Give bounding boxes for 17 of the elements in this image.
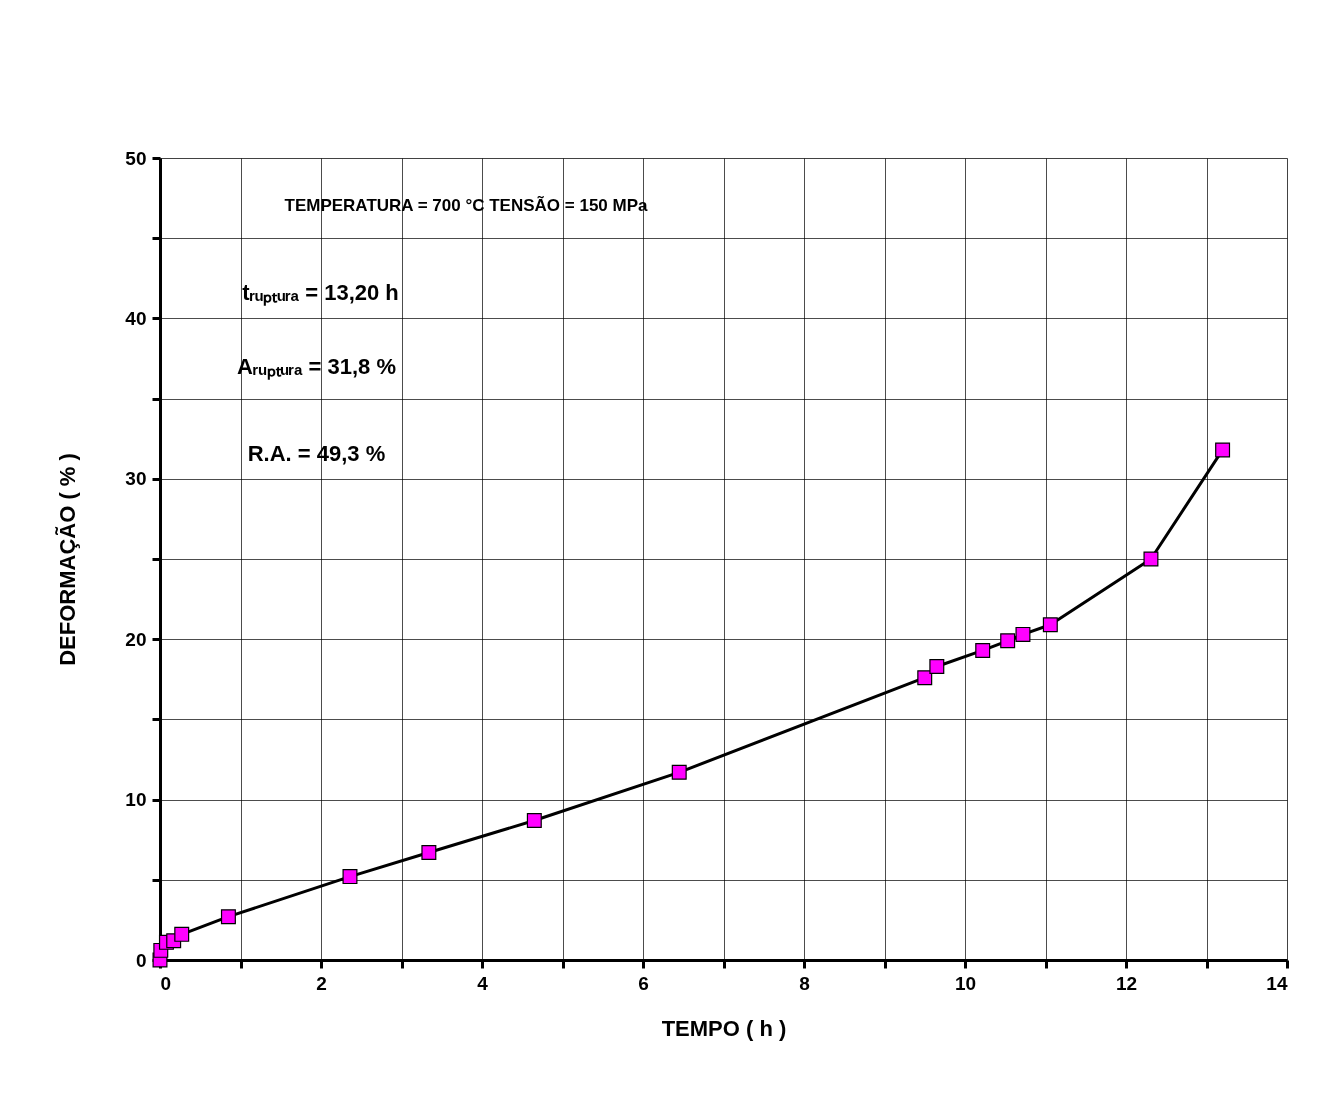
y-tick-label: 10 [125,789,147,811]
x-tick-label: 12 [1115,972,1138,994]
y-axis-title: DEFORMAÇÃO ( % ) [55,453,81,666]
x-axis-title: TEMPO ( h ) [661,1015,787,1041]
x-tick-label: 0 [160,972,172,994]
annotation: tᵣᵤₚₜᵤᵣₐ = 13,20 h [242,279,399,306]
y-tick-label: 0 [135,949,147,971]
y-tick-label: 30 [125,468,147,490]
y-tick-label: 50 [125,147,147,169]
x-tick-label: 10 [954,972,977,994]
x-tick-label: 4 [477,972,489,994]
x-tick-label: 2 [316,972,327,994]
y-tick-label: 40 [125,307,147,329]
x-tick-label: 8 [799,972,810,994]
x-tick-label: 14 [1266,972,1288,994]
x-tick-label: 6 [638,972,649,994]
y-tick-label: 20 [125,628,147,650]
